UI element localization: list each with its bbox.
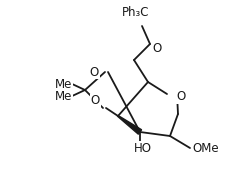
Text: OMe: OMe xyxy=(192,141,219,155)
Text: O: O xyxy=(90,65,99,78)
Text: O: O xyxy=(152,42,162,55)
Text: Me: Me xyxy=(55,90,72,103)
Polygon shape xyxy=(118,116,142,134)
Text: Me: Me xyxy=(55,77,72,90)
Text: O: O xyxy=(91,95,100,108)
Text: O: O xyxy=(176,90,185,103)
Text: Ph₃C: Ph₃C xyxy=(122,6,150,19)
Text: HO: HO xyxy=(134,141,152,155)
